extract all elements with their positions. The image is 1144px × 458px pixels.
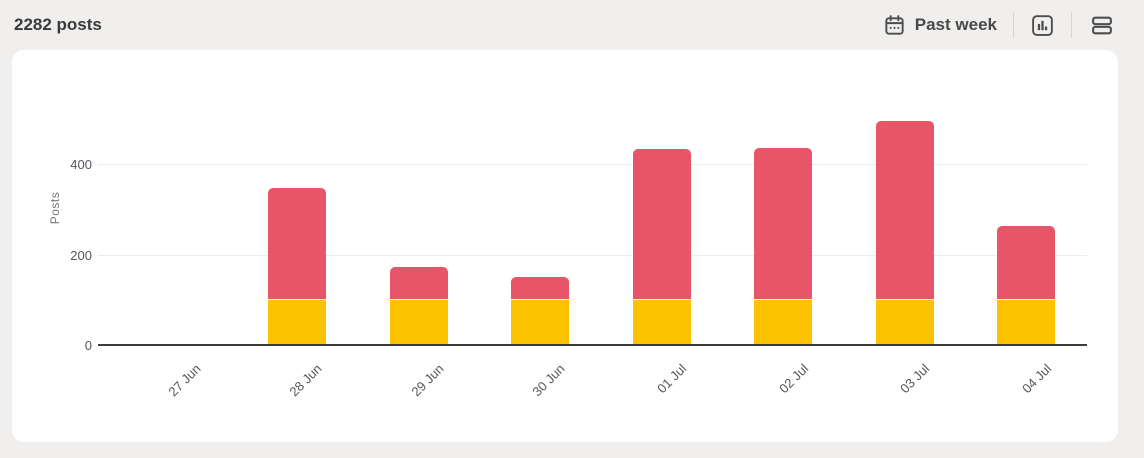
bar-segment-top[interactable] <box>511 277 570 299</box>
chart-card: Posts 27 Jun 28 Jun 29 Jun 30 Jun 01 Jul 02 J… <box>12 50 1118 442</box>
x-tick-label: 30 Jun <box>529 361 568 400</box>
bar-group[interactable] <box>997 225 1056 344</box>
bar-segment-top[interactable] <box>754 148 813 299</box>
x-tick-label: 28 Jun <box>286 361 325 400</box>
bar-segment-bottom[interactable] <box>268 298 327 344</box>
calendar-icon <box>883 14 906 37</box>
header-controls: Past week <box>883 12 1116 38</box>
divider <box>1013 12 1014 38</box>
bar-group[interactable] <box>389 266 448 344</box>
category-slot: 30 Jun <box>480 70 602 399</box>
category-slot: 04 Jul <box>966 70 1088 396</box>
posts-count-title: 2282 posts <box>14 15 102 34</box>
category-slot: 29 Jun <box>358 70 480 399</box>
chart-header: 2282 posts Past week <box>14 0 1116 50</box>
bar-segment-top[interactable] <box>997 225 1056 299</box>
bar-segment-bottom[interactable] <box>632 298 691 344</box>
x-tick-label: 27 Jun <box>165 361 204 400</box>
y-tick-label: 0 <box>84 338 92 353</box>
y-tick-label: 200 <box>70 247 92 263</box>
bar-segment-bottom[interactable] <box>511 298 570 344</box>
bar-segment-top[interactable] <box>268 187 327 299</box>
bar-group[interactable] <box>268 187 327 344</box>
plot-area: Posts 27 Jun 28 Jun 29 Jun 30 Jun 01 Jul 02 J… <box>48 70 1088 399</box>
bar-segment-bottom[interactable] <box>875 298 934 344</box>
x-tick-label: 03 Jul <box>897 361 933 397</box>
bar-chart-icon <box>1030 13 1055 38</box>
gridline <box>98 164 1087 166</box>
bar-chart-view-toggle[interactable] <box>1030 13 1055 38</box>
category-slot: 27 Jun <box>115 70 237 399</box>
rows-view-toggle[interactable] <box>1088 13 1116 38</box>
x-axis-line <box>98 344 1087 346</box>
bar-bands: 27 Jun 28 Jun 29 Jun 30 Jun 01 Jul 02 Jul 03 J… <box>115 70 1088 399</box>
bar-group[interactable] <box>875 121 934 344</box>
divider <box>1071 12 1072 38</box>
category-slot: 03 Jul <box>844 70 966 396</box>
bar-group[interactable] <box>511 277 570 344</box>
y-axis-title: Posts <box>48 191 62 225</box>
x-tick-label: 01 Jul <box>654 361 690 397</box>
category-slot: 01 Jul <box>601 70 723 396</box>
category-slot: 28 Jun <box>237 70 359 399</box>
bar-segment-top[interactable] <box>389 266 448 299</box>
bar-segment-bottom[interactable] <box>997 298 1056 344</box>
bar-group[interactable] <box>632 148 691 344</box>
gridline <box>98 254 1087 256</box>
bar-group[interactable] <box>754 148 813 344</box>
rows-icon <box>1088 13 1116 38</box>
bar-segment-bottom[interactable] <box>754 298 813 344</box>
y-tick-label: 400 <box>70 157 92 173</box>
bar-segment-top[interactable] <box>875 121 934 299</box>
category-slot: 02 Jul <box>723 70 845 396</box>
date-range-selector[interactable]: Past week <box>883 14 997 37</box>
x-tick-label: 02 Jul <box>775 361 811 397</box>
bar-segment-top[interactable] <box>632 148 691 299</box>
x-tick-label: 04 Jul <box>1018 361 1054 397</box>
date-range-label: Past week <box>914 15 997 34</box>
bar-segment-bottom[interactable] <box>389 298 448 344</box>
x-tick-label: 29 Jun <box>408 361 447 400</box>
